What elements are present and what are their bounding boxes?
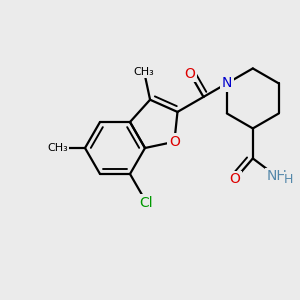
Text: N: N: [222, 76, 232, 90]
Text: NH: NH: [266, 169, 287, 183]
Text: O: O: [169, 135, 180, 149]
Text: Cl: Cl: [140, 196, 153, 210]
Text: H: H: [284, 173, 293, 186]
Text: O: O: [230, 172, 240, 186]
Text: CH₃: CH₃: [134, 67, 154, 77]
Text: CH₃: CH₃: [48, 143, 68, 153]
Text: O: O: [184, 67, 195, 80]
